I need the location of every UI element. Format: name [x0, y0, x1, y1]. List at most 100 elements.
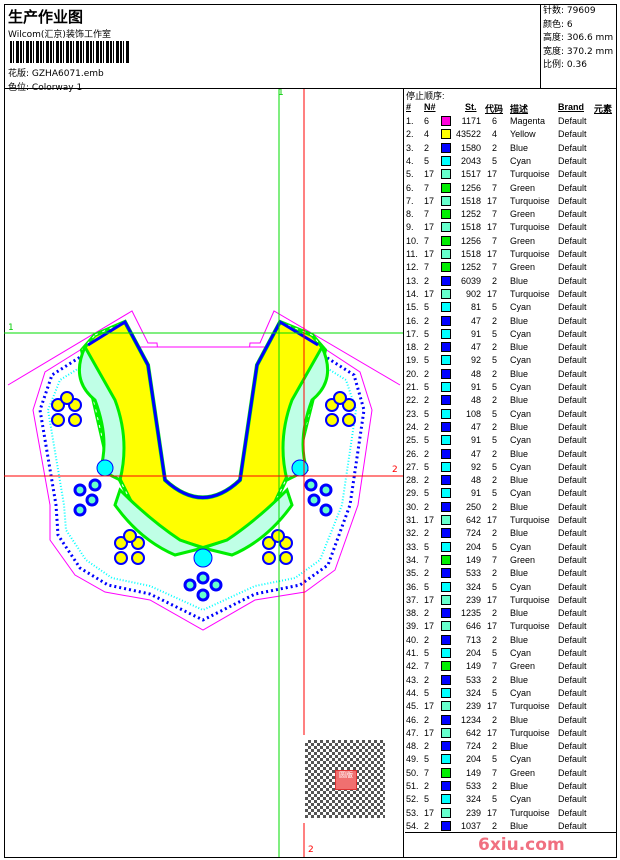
cell-st: 48 [470, 395, 481, 406]
cell-st: 204 [465, 648, 481, 658]
cell-num: 7 [424, 554, 430, 565]
table-row: 2. 4 43522 4 Yellow Default [405, 128, 617, 141]
cell-brand: Default [558, 741, 587, 752]
cell-num: 5 [424, 687, 430, 698]
cell-idx: 22. [406, 395, 419, 406]
cell-num: 5 [424, 355, 430, 366]
cell-desc: Green [510, 767, 536, 778]
color-swatch [441, 820, 451, 831]
cell-st: 713 [465, 634, 481, 645]
table-row: 20. 2 48 2 Blue Default [405, 368, 617, 381]
color-swatch [441, 315, 451, 326]
cell-brand: Default [558, 342, 587, 353]
cell-num: 2 [424, 820, 430, 831]
table-row: 40. 2 713 2 Blue Default [405, 634, 617, 647]
table-row: 21. 5 91 5 Cyan Default [405, 381, 617, 394]
color-swatch [441, 554, 451, 565]
cell-brand: Default [558, 328, 587, 339]
table-row: 7. 17 1518 17 Turquoise Default [405, 195, 617, 208]
cell-brand: Default [558, 368, 587, 379]
color-swatch [441, 129, 451, 140]
cell-code: 2 [491, 315, 497, 326]
cell-idx: 46. [406, 714, 419, 725]
cell-desc: Blue [510, 568, 529, 579]
cell-desc: Cyan [510, 408, 532, 419]
cell-idx: 7. [406, 195, 414, 206]
cell-desc: Turquoise [510, 515, 550, 525]
cell-st: 204 [465, 754, 481, 765]
cell-brand: Default [558, 421, 587, 432]
table-row: 52. 5 324 5 Cyan Default [405, 793, 617, 806]
cell-num: 5 [424, 382, 430, 392]
cell-desc: Cyan [510, 581, 532, 592]
cell-desc: Turquoise [510, 621, 550, 632]
cell-st: 646 [465, 621, 481, 632]
cell-st: 239 [465, 807, 481, 818]
company-name: Wilcom(汇京)装饰工作室 [8, 30, 111, 40]
cell-st: 324 [465, 581, 481, 592]
cell-idx: 29. [406, 488, 419, 499]
cell-code: 5 [491, 382, 497, 392]
cell-brand: Default [558, 302, 587, 313]
flower [325, 391, 356, 427]
table-row: 26. 2 47 2 Blue Default [405, 448, 617, 461]
cell-brand: Default [558, 568, 587, 579]
cell-num: 2 [424, 275, 430, 286]
color-swatch [441, 674, 451, 685]
cell-brand: Default [558, 501, 587, 512]
cell-idx: 1. [406, 116, 414, 126]
cell-st: 47 [470, 421, 481, 432]
color-swatch [441, 634, 451, 645]
cell-code: 4 [491, 129, 497, 140]
cell-st: 1580 [460, 142, 481, 153]
cell-num: 5 [424, 794, 430, 805]
cell-brand: Default [558, 727, 587, 738]
cell-brand: Default [558, 116, 587, 126]
cell-brand: Default [558, 408, 587, 419]
cell-idx: 37. [406, 594, 419, 605]
cell-idx: 11. [406, 249, 418, 259]
cell-num: 6 [424, 116, 430, 126]
cell-st: 204 [465, 541, 481, 552]
color-swatch [441, 116, 451, 126]
cell-st: 6039 [460, 275, 481, 286]
color-swatch [441, 714, 451, 725]
color-swatch [441, 727, 451, 738]
header-stitches: St. [465, 102, 477, 112]
table-row: 15. 5 81 5 Cyan Default [405, 301, 617, 314]
info-scale: 比例: 0.36 [543, 59, 617, 73]
cell-code: 6 [491, 116, 497, 126]
table-row: 9. 17 1518 17 Turquoise Default [405, 221, 617, 234]
color-swatch [441, 741, 451, 752]
design-preview: 1 1 2 2 [4, 89, 404, 857]
cell-idx: 13. [406, 275, 419, 286]
page-title: 生产作业图 [8, 8, 84, 26]
cell-st: 1518 [460, 249, 481, 259]
cell-num: 2 [424, 714, 430, 725]
color-swatch [441, 608, 451, 619]
color-swatch [441, 342, 451, 353]
cell-idx: 5. [406, 169, 414, 180]
color-swatch [441, 275, 451, 286]
cell-num: 2 [424, 475, 430, 486]
cell-desc: Green [510, 209, 536, 220]
info-value: 79609 [566, 6, 596, 16]
cell-st: 1235 [460, 608, 481, 619]
table-row: 34. 7 149 7 Green Default [405, 554, 617, 567]
guide-label-red-v: 2 [308, 845, 314, 855]
color-swatch [441, 594, 451, 605]
cell-brand: Default [558, 807, 587, 818]
cell-st: 1256 [460, 235, 481, 246]
cell-code: 17 [486, 222, 497, 233]
cell-brand: Default [558, 195, 587, 206]
cell-desc: Turquoise [510, 288, 550, 299]
table-row: 25. 5 91 5 Cyan Default [405, 434, 617, 447]
cell-code: 5 [491, 355, 497, 366]
cell-code: 5 [491, 687, 497, 698]
header-description: 描述 [510, 104, 529, 114]
table-row: 43. 2 533 2 Blue Default [405, 674, 617, 687]
cell-code: 7 [491, 767, 497, 778]
cell-st: 91 [470, 435, 481, 446]
cell-desc: Blue [510, 142, 529, 153]
info-value: 6 [566, 19, 573, 30]
